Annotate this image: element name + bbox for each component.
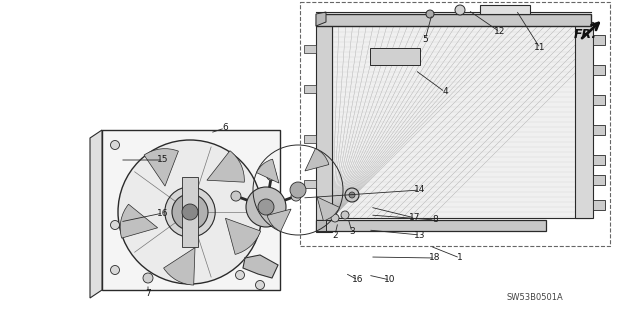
Circle shape bbox=[291, 191, 301, 201]
Text: SW53B0501A: SW53B0501A bbox=[507, 293, 563, 302]
Text: 6: 6 bbox=[222, 123, 228, 132]
Wedge shape bbox=[225, 218, 260, 255]
Polygon shape bbox=[332, 22, 590, 218]
Wedge shape bbox=[144, 149, 179, 186]
Circle shape bbox=[111, 140, 120, 150]
Polygon shape bbox=[90, 130, 102, 298]
Wedge shape bbox=[267, 209, 291, 232]
Text: 3: 3 bbox=[349, 227, 355, 236]
Wedge shape bbox=[305, 149, 329, 171]
Bar bbox=[593, 155, 605, 165]
Text: 7: 7 bbox=[145, 288, 151, 298]
Bar bbox=[316, 220, 546, 231]
Circle shape bbox=[182, 204, 198, 220]
Text: 1: 1 bbox=[457, 254, 463, 263]
Circle shape bbox=[165, 187, 215, 237]
Wedge shape bbox=[207, 151, 244, 182]
Circle shape bbox=[172, 194, 208, 230]
Bar bbox=[304, 45, 316, 53]
Circle shape bbox=[341, 211, 349, 219]
Polygon shape bbox=[480, 5, 530, 14]
Circle shape bbox=[118, 140, 262, 284]
Circle shape bbox=[426, 10, 434, 18]
Wedge shape bbox=[164, 248, 195, 285]
Text: 5: 5 bbox=[422, 35, 428, 44]
Text: 17: 17 bbox=[409, 213, 420, 222]
Text: 13: 13 bbox=[414, 231, 426, 240]
Text: 16: 16 bbox=[157, 209, 169, 218]
Text: 8: 8 bbox=[432, 216, 438, 225]
Wedge shape bbox=[257, 159, 279, 183]
Bar bbox=[593, 35, 605, 45]
Circle shape bbox=[255, 280, 264, 290]
Bar bbox=[300, 2, 610, 246]
Text: 4: 4 bbox=[442, 87, 448, 97]
Circle shape bbox=[345, 188, 359, 202]
Text: 2: 2 bbox=[332, 231, 338, 240]
Text: 15: 15 bbox=[157, 155, 169, 165]
Polygon shape bbox=[370, 48, 420, 65]
Circle shape bbox=[455, 5, 465, 15]
Bar bbox=[593, 125, 605, 135]
Wedge shape bbox=[317, 197, 339, 221]
Circle shape bbox=[258, 199, 274, 215]
Text: 11: 11 bbox=[534, 43, 546, 53]
Wedge shape bbox=[120, 204, 157, 238]
Bar bbox=[593, 200, 605, 210]
Circle shape bbox=[231, 191, 241, 201]
Bar bbox=[593, 95, 605, 105]
Circle shape bbox=[143, 273, 153, 283]
Bar bbox=[575, 22, 593, 218]
Bar bbox=[304, 135, 316, 143]
Text: FR.: FR. bbox=[573, 28, 596, 41]
Text: 14: 14 bbox=[414, 186, 426, 195]
Polygon shape bbox=[316, 12, 326, 26]
Text: 12: 12 bbox=[494, 27, 506, 36]
Text: 10: 10 bbox=[384, 276, 396, 285]
Polygon shape bbox=[243, 255, 278, 278]
Circle shape bbox=[290, 182, 306, 198]
Circle shape bbox=[331, 214, 339, 222]
Circle shape bbox=[246, 187, 286, 227]
Circle shape bbox=[236, 271, 244, 279]
Circle shape bbox=[349, 192, 355, 198]
Bar bbox=[593, 175, 605, 185]
Polygon shape bbox=[316, 220, 326, 231]
Bar bbox=[102, 130, 280, 290]
Circle shape bbox=[266, 170, 276, 181]
Circle shape bbox=[111, 220, 120, 229]
Bar bbox=[316, 22, 332, 232]
Bar bbox=[304, 180, 316, 188]
Text: 18: 18 bbox=[429, 254, 441, 263]
Polygon shape bbox=[182, 177, 198, 247]
Circle shape bbox=[111, 265, 120, 275]
Bar bbox=[304, 85, 316, 93]
Text: 16: 16 bbox=[352, 276, 364, 285]
Bar bbox=[593, 65, 605, 75]
Bar bbox=[316, 14, 591, 26]
